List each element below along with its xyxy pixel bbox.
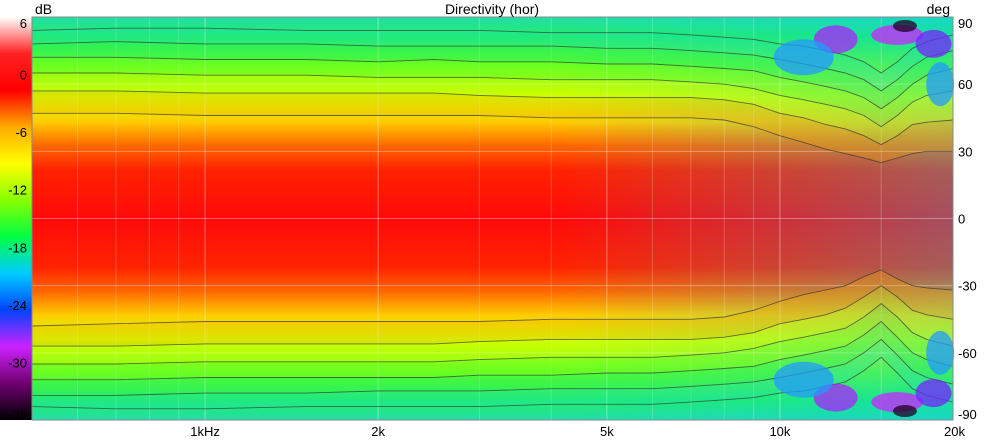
beaming-region-patch	[926, 62, 955, 107]
contour-line-upper	[31, 41, 954, 92]
colorbar-tick-label: -36	[8, 407, 27, 422]
beaming-region-patch	[773, 361, 834, 398]
x-axis-tick-label: 2k	[371, 424, 385, 438]
contour-line-lower	[32, 285, 954, 347]
y-axis-tick-label: 0	[958, 212, 965, 227]
colorbar	[0, 17, 32, 420]
y-axis-tick-label: 30	[958, 144, 972, 159]
contour-line-upper	[32, 90, 954, 146]
plot-frame	[31, 16, 954, 421]
beaming-region-patch	[926, 330, 955, 375]
colorbar-unit-label: dB	[35, 1, 52, 17]
beaming-region-patch	[915, 379, 952, 408]
beaming-region-patch	[892, 19, 917, 32]
contour-line-upper	[31, 27, 954, 74]
contour-band-upper	[32, 73, 953, 145]
contour-line-upper	[32, 72, 954, 128]
colorbar-tick-label: -24	[8, 298, 27, 313]
contour-band-upper	[32, 57, 953, 127]
contour-band-lower	[32, 270, 953, 347]
x-axis-tick-label: 1kHz	[190, 424, 220, 438]
x-axis-tick-label: 10k	[769, 424, 790, 438]
contour-band-upper	[32, 41, 953, 109]
colorbar-tick-label: -18	[8, 240, 27, 255]
contour-band-lower	[32, 339, 953, 409]
colorbar-tick-label: 0	[20, 68, 27, 83]
colorbar-tick-label: -6	[15, 125, 27, 140]
beaming-region-patch	[773, 39, 834, 76]
beaming-region-patch	[892, 405, 917, 418]
y-axis-tick-label: 60	[958, 77, 972, 92]
chart-title: Directivity (hor)	[445, 1, 539, 17]
contour-band-upper	[32, 90, 953, 163]
contour-line-lower	[32, 320, 954, 381]
beaming-region-patch	[915, 29, 952, 58]
contour-line-lower	[32, 303, 954, 365]
y-axis-tick-label: 90	[958, 16, 972, 31]
contour-line-lower	[32, 338, 954, 396]
x-axis-tick-label: 5k	[600, 424, 614, 438]
y-axis-tick-label: -60	[958, 346, 977, 361]
contour-line-upper	[32, 112, 953, 163]
colorbar-tick-label: -30	[8, 355, 27, 370]
contour-line-lower	[31, 356, 954, 410]
y-axis-ticks: 90 60 30 0 -30 -60 -90	[958, 16, 977, 422]
y-axis-tick-label: -30	[958, 279, 977, 294]
contour-line-lower	[31, 269, 954, 327]
contour-layer	[31, 19, 955, 418]
y-axis-tick-label: -90	[958, 407, 977, 422]
colorbar-tick-label: 6	[20, 16, 27, 31]
contour-band-lower	[32, 303, 953, 380]
plot-area	[31, 16, 955, 421]
colorbar-ticks: 6 0 -6 -12 -18 -24 -30 -36	[8, 16, 27, 422]
heatmap-high-frequency-shading	[560, 17, 953, 420]
contour-line-upper	[32, 56, 954, 110]
y-axis-unit-label: deg	[927, 1, 950, 17]
contour-band-lower	[32, 321, 953, 396]
colorbar-tick-label: -12	[8, 183, 27, 198]
contour-band-lower	[32, 285, 953, 364]
x-axis-ticks: 1kHz 2k 5k 10k 20k	[190, 424, 965, 439]
x-axis-tick-label: 20k	[944, 424, 965, 438]
